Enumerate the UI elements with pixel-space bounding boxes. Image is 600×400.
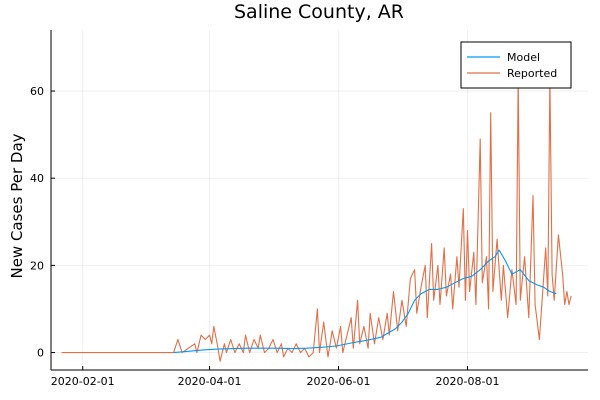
y-ticks: 0 20 40 60 — [30, 85, 55, 360]
axes — [50, 30, 588, 371]
y-tick-label: 40 — [30, 172, 44, 185]
series-lines — [61, 77, 572, 362]
y-tick-label: 60 — [30, 85, 44, 98]
legend: Model Reported — [460, 41, 572, 89]
chart-title: Saline County, AR — [234, 1, 404, 23]
y-tick-label: 0 — [37, 347, 44, 360]
y-axis-title: New Cases Per Day — [8, 133, 26, 278]
x-ticks: 2020-02-01 2020-04-01 2020-06-01 2020-08-01 — [51, 366, 500, 388]
x-tick-label: 2020-02-01 — [51, 375, 115, 388]
legend-box — [460, 41, 572, 89]
series-line-model — [173, 249, 557, 354]
y-tick-label: 20 — [30, 259, 44, 272]
legend-label-reported: Reported — [507, 67, 557, 80]
legend-label-model: Model — [507, 51, 540, 64]
x-tick-label: 2020-08-01 — [436, 375, 500, 388]
x-tick-label: 2020-06-01 — [307, 375, 371, 388]
x-tick-label: 2020-04-01 — [178, 375, 242, 388]
